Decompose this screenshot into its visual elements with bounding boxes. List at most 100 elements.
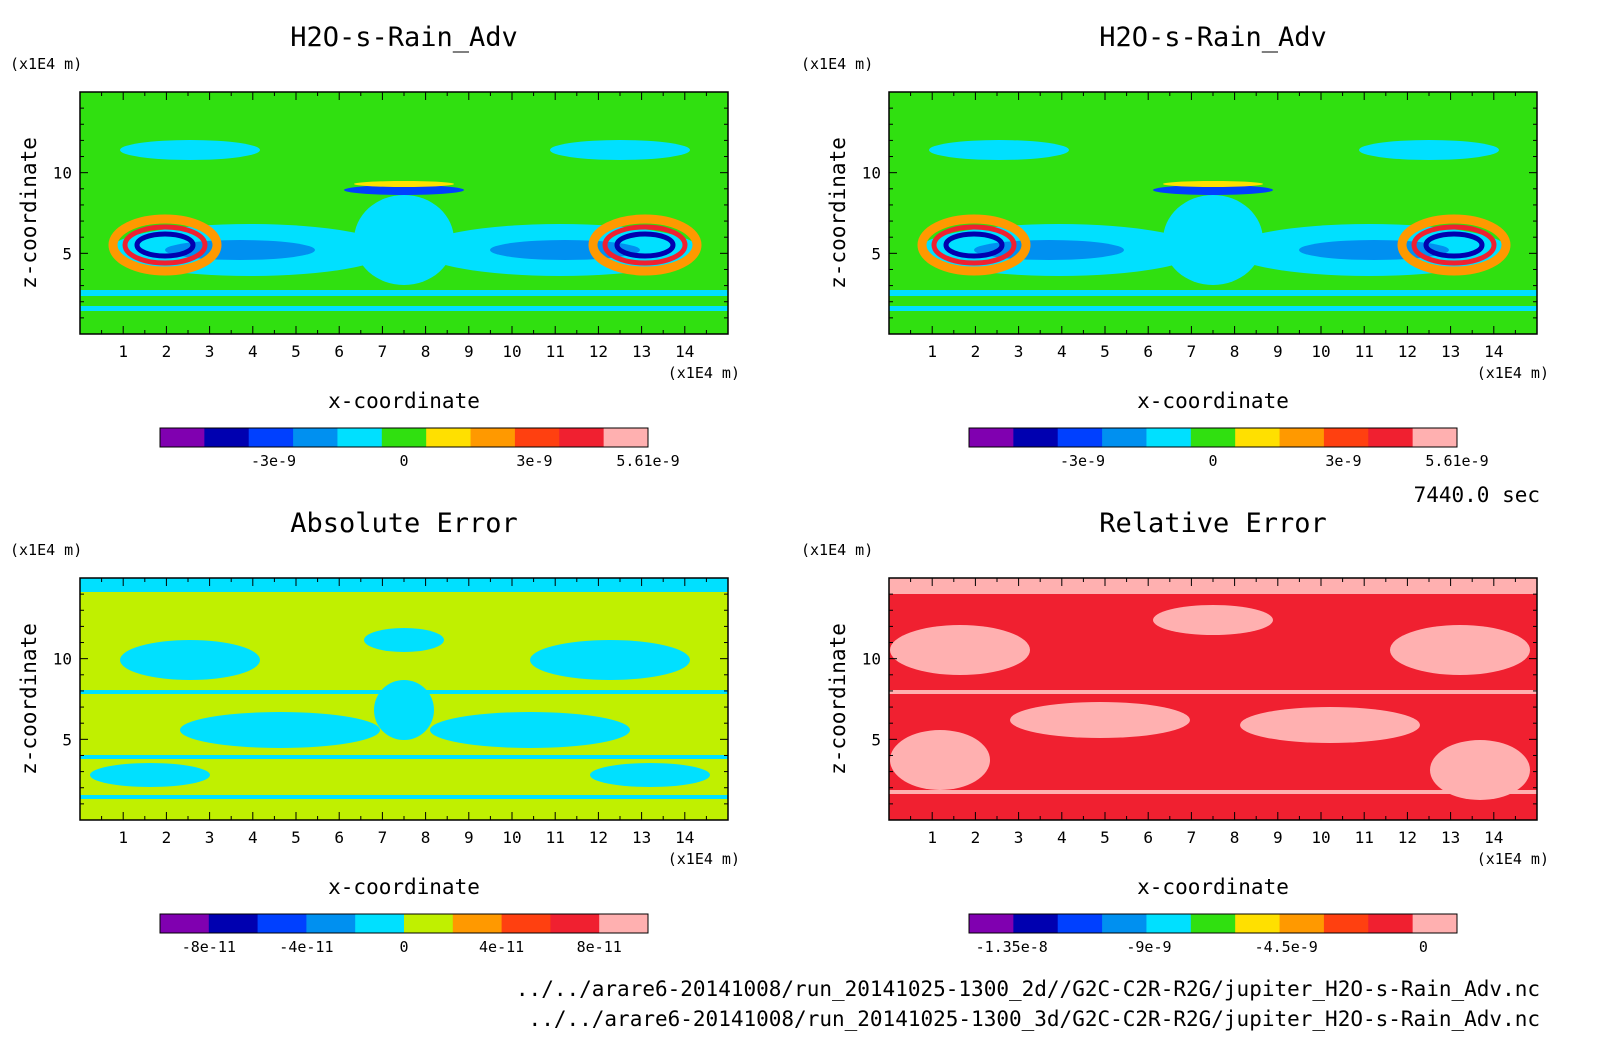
panel-2-patch xyxy=(530,640,690,680)
y-tick-label: 10 xyxy=(53,164,72,183)
colorbar-tick-label: 0 xyxy=(1208,452,1217,470)
panel-1-y-label: z-coordinate xyxy=(826,137,850,289)
y-tick-label: 5 xyxy=(871,730,881,749)
x-tick-label: 9 xyxy=(464,342,474,361)
x-tick-label: 1 xyxy=(927,342,937,361)
panel-1-central-plume xyxy=(1163,195,1263,285)
colorbar-swatch xyxy=(1412,914,1458,933)
colorbar-frame xyxy=(968,913,1458,934)
x-tick-label: 11 xyxy=(546,828,565,847)
panel-2-patch xyxy=(590,763,710,787)
panel-1-right-front xyxy=(1423,231,1485,259)
panel-0-arc-top-warm xyxy=(354,181,454,187)
x-tick-label: 12 xyxy=(589,342,608,361)
panel-0-upper-band xyxy=(120,140,260,160)
x-tick-label: 14 xyxy=(1484,828,1503,847)
panel-1-left-front xyxy=(931,224,1017,266)
colorbar-swatch xyxy=(160,914,210,933)
panel-2-band xyxy=(80,795,728,799)
panel-1-upper-band xyxy=(1359,140,1499,160)
x-tick-label: 12 xyxy=(589,828,608,847)
colorbar-tick-label: -8e-11 xyxy=(182,938,236,956)
panel-1-x-unit: (x1E4 m) xyxy=(1477,364,1549,382)
panel-0-left-front xyxy=(108,214,222,276)
panel-3-band xyxy=(889,690,1537,694)
colorbar-swatch xyxy=(1323,914,1369,933)
colorbar-tick-label: -1.35e-8 xyxy=(976,938,1048,956)
panel-2-patch xyxy=(120,640,260,680)
colorbar-swatch xyxy=(1057,914,1103,933)
x-tick-label: 6 xyxy=(334,342,344,361)
panel-1-x-ticks: 1 2 3 4 5 6 7 8 9 10 11 12 13 14 xyxy=(910,92,1516,361)
colorbar-tick-label: 0 xyxy=(399,938,408,956)
x-tick-label: 8 xyxy=(421,342,431,361)
x-tick-label: 2 xyxy=(162,828,172,847)
panel-0-x-ticks: 1 2 3 4 5 6 7 8 9 10 11 12 13 14 xyxy=(101,92,707,361)
panel-2-top-band xyxy=(80,578,728,592)
panel-3-x-ticks: 1 2 3 4 5 6 7 8 9 10 11 12 13 14 xyxy=(910,578,1516,847)
colorbar-swatch xyxy=(1102,914,1147,933)
colorbar-tick-label: -9e-9 xyxy=(1126,938,1171,956)
x-tick-label: 11 xyxy=(546,342,565,361)
x-tick-label: 6 xyxy=(334,828,344,847)
panel-2-band xyxy=(80,690,728,694)
x-tick-label: 6 xyxy=(1143,828,1153,847)
panel-0-y-unit: (x1E4 m) xyxy=(10,55,82,73)
x-tick-label: 13 xyxy=(632,828,651,847)
panel-3-patch xyxy=(890,730,990,790)
panel-0-right-front xyxy=(614,231,676,259)
x-tick-label: 10 xyxy=(502,828,521,847)
colorbar-swatch xyxy=(1323,428,1369,447)
panel-1: H2O-s-Rain_Adv (x1E4 m) 1 2 3 4 5 6 7 8 9 10 11 12 1… xyxy=(801,22,1549,470)
colorbar-frame xyxy=(968,427,1458,448)
x-tick-label: 13 xyxy=(1441,342,1460,361)
x-tick-label: 9 xyxy=(1273,828,1283,847)
colorbar-swatch xyxy=(204,428,250,447)
colorbar-swatch xyxy=(501,914,551,933)
panel-0-right-front xyxy=(588,214,702,276)
panel-1-title: H2O-s-Rain_Adv xyxy=(1099,22,1327,53)
colorbar-tick-label: 8e-11 xyxy=(577,938,622,956)
x-tick-label: 7 xyxy=(1187,828,1197,847)
colorbar-swatch xyxy=(599,914,649,933)
panel-0-left-front xyxy=(122,224,208,266)
x-tick-label: 1 xyxy=(927,828,937,847)
x-tick-label: 13 xyxy=(632,342,651,361)
colorbar-frame xyxy=(159,913,649,934)
panel-2: Absolute Error (x1E4 m) 1 2 3 4 5 6 7 8 9 10 11 12 1… xyxy=(10,508,740,956)
panel-2-band xyxy=(80,755,728,759)
panel-1-colorbar: -3e-9 0 3e-9 5.61e-9 xyxy=(968,427,1489,470)
panel-3-heatmap xyxy=(889,578,1537,820)
colorbar-tick-label: 5.61e-9 xyxy=(616,452,679,470)
x-tick-label: 2 xyxy=(971,342,981,361)
panel-3-patch xyxy=(1390,625,1530,675)
colorbar-swatch xyxy=(355,914,405,933)
x-tick-label: 8 xyxy=(1230,828,1240,847)
colorbar-swatch xyxy=(426,428,472,447)
x-tick-label: 8 xyxy=(1230,342,1240,361)
x-tick-label: 1 xyxy=(118,342,128,361)
x-tick-label: 4 xyxy=(1057,828,1067,847)
colorbar-swatch xyxy=(1279,428,1325,447)
colorbar-swatch xyxy=(969,428,1014,447)
panel-2-patch xyxy=(90,763,210,787)
panel-3-x-label: x-coordinate xyxy=(1137,875,1289,899)
colorbar-swatch xyxy=(1013,914,1059,933)
y-tick-label: 5 xyxy=(62,244,72,263)
x-tick-label: 7 xyxy=(1187,342,1197,361)
panel-1-y-unit: (x1E4 m) xyxy=(801,55,873,73)
colorbar-swatch xyxy=(1235,428,1281,447)
panel-3-y-ticks: 5 10 xyxy=(862,593,1537,805)
x-tick-label: 8 xyxy=(421,828,431,847)
panel-2-patch xyxy=(364,628,444,652)
panel-0-y-ticks: 5 10 xyxy=(53,107,728,319)
panel-2-colorbar: -8e-11 -4e-11 0 4e-11 8e-11 xyxy=(159,913,649,956)
panel-0-upper-band xyxy=(550,140,690,160)
x-tick-label: 14 xyxy=(675,828,694,847)
x-tick-label: 1 xyxy=(118,828,128,847)
x-tick-label: 14 xyxy=(675,342,694,361)
panel-2-patch xyxy=(430,712,630,748)
panel-3-band xyxy=(889,790,1537,794)
colorbar-tick-label: 3e-9 xyxy=(516,452,552,470)
